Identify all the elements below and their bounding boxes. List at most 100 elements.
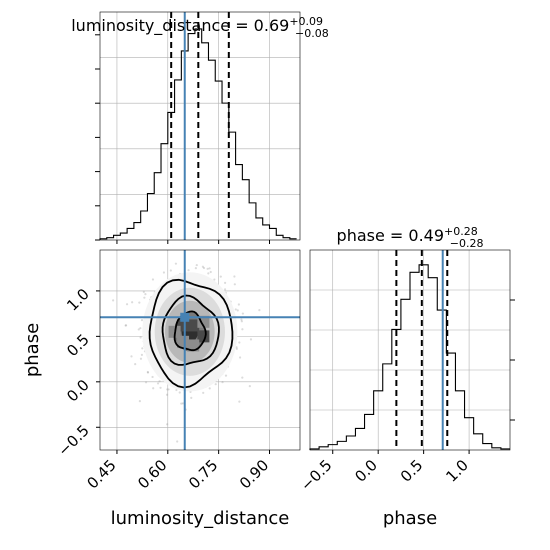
phase-y-tick-label: −0.5 xyxy=(54,421,92,459)
title-plus-error: +0.28 xyxy=(444,225,478,238)
sample-point xyxy=(181,402,185,405)
sample-point xyxy=(248,385,251,388)
title-main: luminosity_distance = 0.69 xyxy=(71,16,289,36)
sample-point xyxy=(237,303,240,306)
luminosity-distance-tick-label: 0.45 xyxy=(83,456,119,492)
sample-point xyxy=(140,319,144,322)
sample-point xyxy=(146,370,149,374)
luminosity-distance-tick-label: 0.60 xyxy=(134,456,170,492)
sample-point xyxy=(165,393,169,396)
sample-point xyxy=(112,299,115,302)
sample-point xyxy=(233,283,236,286)
phase-x-axis-label: phase xyxy=(383,508,437,529)
sample-point xyxy=(158,380,161,383)
sample-point xyxy=(142,290,145,293)
density-cell xyxy=(177,335,190,348)
sample-point xyxy=(207,272,210,275)
bottom-left-panel: 0.45 0.60 0.75 0.90 −0.5 0.0 0.5 1.0 luminosity… xyxy=(22,249,301,529)
sample-point xyxy=(213,278,216,281)
sample-point xyxy=(166,388,169,391)
sample-point xyxy=(240,318,243,321)
sample-point xyxy=(138,301,141,304)
top-left-panel: luminosity_distance = 0.69+0.09 −0.08 xyxy=(71,11,329,244)
sample-point xyxy=(166,423,169,426)
truth-marker xyxy=(180,312,190,322)
sample-point xyxy=(152,387,155,390)
sample-point xyxy=(146,371,150,374)
luminosity-distance-tick-label: 0.90 xyxy=(236,456,272,492)
sample-point xyxy=(214,383,217,386)
sample-point xyxy=(151,375,154,379)
sample-point xyxy=(156,382,160,385)
sample-point xyxy=(241,328,244,331)
sample-point xyxy=(239,356,242,359)
bottom-right-panel-frame xyxy=(309,249,511,451)
phase-x-tick-label: 1.0 xyxy=(442,456,472,486)
sample-point xyxy=(202,266,206,270)
sample-point xyxy=(208,387,211,390)
sample-point xyxy=(180,402,183,405)
sample-point xyxy=(206,267,209,270)
sample-point xyxy=(258,309,261,312)
sample-point xyxy=(169,269,172,272)
phase-x-tick-label: 0.0 xyxy=(351,456,381,486)
density-cell xyxy=(187,319,200,332)
sample-point xyxy=(159,386,162,389)
sample-point xyxy=(174,262,178,265)
sample-point xyxy=(236,309,239,312)
luminosity-distance-tick-label: 0.75 xyxy=(185,456,221,492)
sample-point xyxy=(139,357,143,360)
sample-point xyxy=(137,328,140,331)
sample-point xyxy=(221,381,224,384)
sample-point xyxy=(235,346,238,349)
phase-x-tick-label: −0.5 xyxy=(297,456,335,494)
luminosity-distance-title: luminosity_distance = 0.69+0.09 −0.08 xyxy=(71,15,329,40)
title-main: phase = 0.49 xyxy=(337,226,444,245)
sample-point xyxy=(241,376,244,379)
sample-point xyxy=(139,327,142,330)
sample-point xyxy=(238,400,241,403)
sample-point xyxy=(187,269,190,272)
sample-point xyxy=(144,381,148,384)
sample-point xyxy=(233,275,236,278)
title-minus-error: −0.28 xyxy=(450,237,484,250)
contour-line xyxy=(161,294,220,366)
sample-point xyxy=(125,303,129,306)
phase-y-tick-label: 1.0 xyxy=(63,285,93,315)
sample-point xyxy=(144,293,147,296)
sample-point xyxy=(140,353,144,356)
sample-point xyxy=(241,312,245,315)
contour-line xyxy=(173,310,207,352)
sample-point xyxy=(176,440,179,443)
title-minus-error: −0.08 xyxy=(295,27,329,40)
phase-y-tick-label: 0.0 xyxy=(63,376,93,406)
bottom-right-panel: −0.5 0.0 0.5 1.0 phase = 0.49+0.28 −0.28 pha… xyxy=(297,225,515,529)
sample-point xyxy=(190,396,193,399)
phase-histogram xyxy=(309,264,510,450)
sample-point xyxy=(124,324,128,327)
sample-point xyxy=(134,363,137,366)
contour-line xyxy=(148,278,234,389)
sample-point xyxy=(130,355,133,358)
sample-point xyxy=(194,267,197,270)
sample-point xyxy=(202,391,205,394)
phase-title: phase = 0.49+0.28 −0.28 xyxy=(337,225,484,250)
sample-point xyxy=(208,267,211,270)
phase-x-tick-label: 0.5 xyxy=(397,456,427,486)
sample-point xyxy=(209,270,212,274)
sample-point xyxy=(178,391,181,394)
sample-point xyxy=(234,308,237,311)
sample-point xyxy=(167,388,170,391)
sample-point xyxy=(141,347,144,350)
phase-axis-label: phase xyxy=(22,323,43,377)
phase-y-tick-label: 0.5 xyxy=(63,330,93,360)
top-left-panel-frame xyxy=(99,11,301,241)
sample-point xyxy=(235,347,238,350)
sample-point xyxy=(151,278,155,281)
sample-point xyxy=(162,271,166,274)
sample-point xyxy=(131,301,134,304)
sample-point xyxy=(195,263,198,267)
sample-point xyxy=(124,324,127,327)
sample-point xyxy=(175,388,178,392)
